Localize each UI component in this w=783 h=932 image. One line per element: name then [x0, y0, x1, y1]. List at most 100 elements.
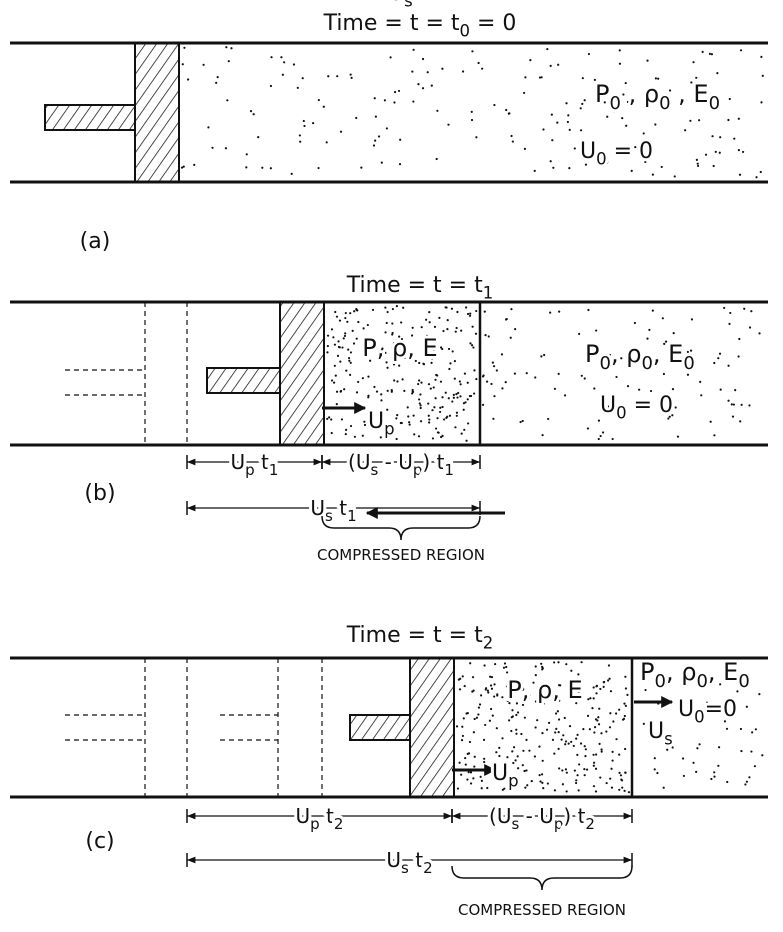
particle — [583, 745, 586, 748]
particle — [610, 767, 613, 770]
particle — [618, 708, 621, 711]
particle — [662, 399, 665, 402]
particle — [518, 685, 521, 688]
particle — [477, 706, 481, 709]
particle — [510, 729, 513, 733]
particle — [373, 385, 376, 389]
subscript: p — [245, 461, 255, 479]
particle — [442, 329, 445, 333]
particle — [414, 359, 417, 363]
particle — [487, 335, 490, 338]
particle — [448, 414, 452, 417]
particle — [560, 738, 563, 741]
subscript: s — [664, 730, 673, 749]
particle — [625, 124, 628, 127]
particle — [317, 166, 320, 170]
particle — [425, 334, 429, 337]
particle — [441, 434, 444, 437]
particle — [695, 158, 698, 161]
particle — [478, 703, 482, 706]
particle — [484, 688, 487, 691]
particle — [479, 775, 482, 778]
subscript: s — [370, 461, 378, 479]
particle — [544, 696, 547, 699]
particle — [402, 306, 405, 309]
particle — [446, 319, 449, 322]
particle — [549, 160, 552, 163]
particle — [581, 102, 584, 105]
particle — [475, 377, 478, 381]
particle — [502, 666, 506, 669]
particle — [505, 108, 508, 112]
particle — [705, 701, 708, 704]
particle — [433, 406, 436, 409]
particle — [649, 389, 653, 393]
particle — [472, 346, 475, 349]
particle — [648, 665, 651, 668]
particle — [457, 391, 460, 395]
particle — [458, 688, 462, 691]
particle — [699, 380, 702, 384]
particle — [403, 389, 406, 393]
particle — [634, 145, 637, 149]
particle — [517, 767, 520, 770]
subscript: 2 — [423, 859, 433, 877]
particle — [507, 696, 511, 699]
particle — [713, 434, 716, 437]
particle — [671, 746, 674, 749]
particle — [671, 414, 674, 417]
particle — [371, 308, 375, 311]
particle — [713, 771, 716, 774]
particle — [428, 311, 431, 314]
particle — [512, 746, 516, 749]
particle — [751, 731, 754, 734]
particle — [618, 49, 621, 52]
particle — [572, 744, 575, 748]
particle — [425, 318, 428, 321]
particle — [351, 329, 354, 332]
particle — [524, 76, 527, 79]
particle — [737, 148, 740, 152]
particle — [471, 676, 475, 679]
particle — [463, 372, 467, 375]
particle — [412, 414, 415, 417]
particle — [541, 668, 544, 671]
particle — [701, 50, 704, 53]
particle — [718, 151, 721, 154]
particle — [466, 712, 469, 715]
particle — [564, 740, 568, 743]
particle — [530, 780, 533, 783]
particle — [609, 89, 612, 92]
particle — [333, 343, 337, 346]
particle — [349, 351, 353, 354]
particle — [436, 417, 439, 420]
subscript: 0 — [641, 353, 652, 374]
particle — [463, 428, 466, 431]
particle — [725, 727, 729, 730]
label-part: (U — [348, 450, 370, 474]
particle — [593, 731, 596, 734]
particle — [490, 382, 493, 386]
label-part: , E — [653, 340, 683, 368]
particle — [344, 332, 347, 335]
particle — [644, 688, 647, 692]
particle — [400, 321, 403, 324]
particle — [510, 134, 513, 138]
particle — [344, 311, 347, 315]
particle — [386, 310, 389, 314]
particle — [473, 392, 476, 395]
label-part: Time = t = t — [323, 11, 460, 36]
label-part: t — [320, 804, 334, 828]
particle — [443, 418, 446, 421]
particle — [465, 306, 468, 309]
particle — [334, 310, 337, 314]
particle — [508, 719, 511, 722]
particle — [344, 428, 348, 431]
particle — [540, 773, 544, 776]
particle — [398, 335, 401, 338]
particle — [473, 717, 476, 721]
particle — [483, 664, 486, 667]
particle — [394, 357, 398, 360]
particle — [651, 309, 654, 312]
particle — [549, 311, 552, 314]
